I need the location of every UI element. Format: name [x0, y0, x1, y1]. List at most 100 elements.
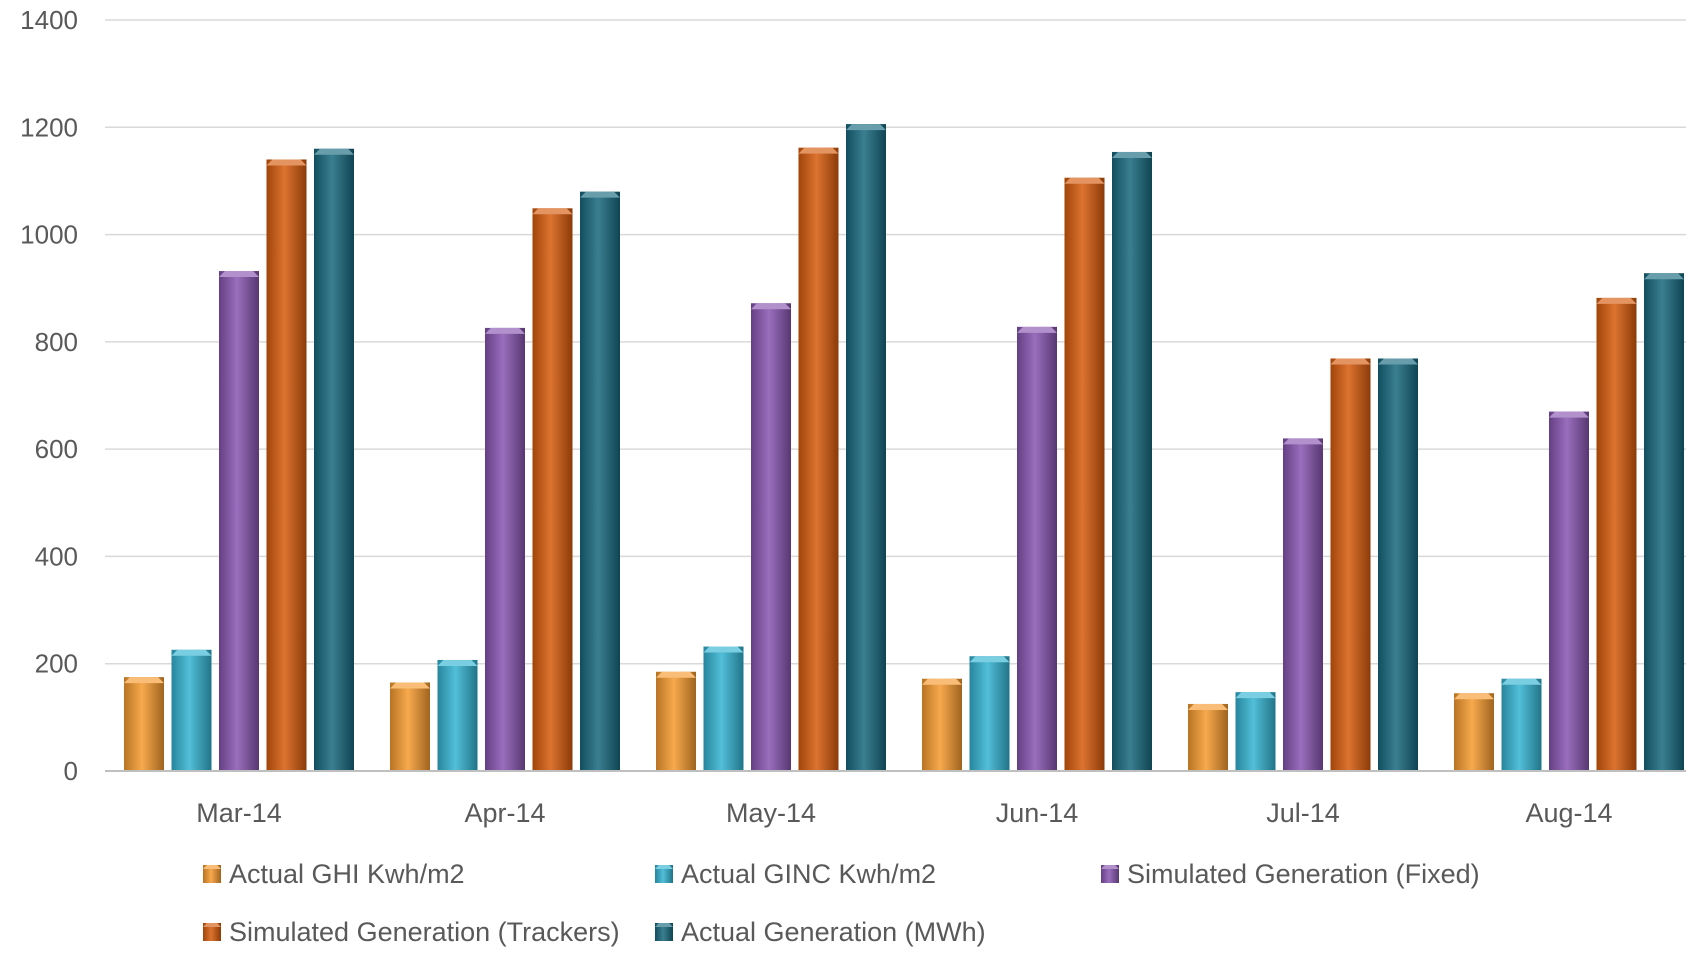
bar-cap: [1235, 692, 1276, 699]
legend-swatch-cap: [655, 923, 673, 927]
bar-body: [124, 677, 164, 771]
bar-cap: [1644, 273, 1684, 280]
bar: [1644, 273, 1684, 771]
legend-label: Actual GHI Kwh/m2: [229, 859, 465, 889]
bar-cap: [171, 649, 212, 656]
legend-label: Actual GINC Kwh/m2: [681, 859, 936, 889]
x-tick-label: Apr-14: [464, 798, 545, 828]
y-tick-label: 1400: [20, 5, 78, 35]
bar: [1112, 151, 1152, 771]
bar-body: [1501, 678, 1542, 771]
bar-body: [437, 659, 478, 771]
bar: [969, 656, 1010, 771]
y-tick-label: 800: [35, 327, 78, 357]
bar: [1549, 411, 1589, 771]
bar-body: [266, 159, 307, 771]
bar-body: [532, 208, 573, 771]
bar: [798, 147, 839, 772]
y-axis-tick-labels: 0 200 400 600 800 1000 1200 1400: [20, 5, 78, 786]
y-tick-label: 600: [35, 434, 78, 464]
bar-body: [314, 148, 354, 771]
bar-body: [1596, 297, 1637, 771]
bar-body: [1112, 151, 1152, 771]
legend-label: Simulated Generation (Trackers): [229, 917, 620, 947]
bar: [922, 678, 962, 771]
bar-cap: [751, 303, 791, 310]
legend-item: Simulated Generation (Trackers): [203, 917, 620, 947]
bar-cap: [1283, 438, 1323, 445]
bar: [1188, 703, 1228, 771]
bar: [1064, 177, 1105, 771]
bar-body: [1188, 703, 1228, 771]
bar: [314, 148, 354, 771]
bar-cap: [1188, 703, 1228, 710]
y-tick-label: 400: [35, 541, 78, 571]
bar-cap: [1330, 358, 1371, 365]
legend-item: Actual GINC Kwh/m2: [655, 859, 936, 889]
bar: [1501, 678, 1542, 771]
bar-cap: [1112, 151, 1152, 158]
bar: [1235, 692, 1276, 771]
y-tick-label: 200: [35, 649, 78, 679]
legend-swatch: [655, 923, 673, 941]
bar: [703, 646, 744, 771]
bar-body: [1283, 438, 1323, 771]
bar-cap: [437, 659, 478, 666]
bar-cap: [703, 646, 744, 653]
bar-body: [846, 124, 886, 772]
bar: [1454, 693, 1494, 771]
x-axis-category-labels: Mar-14 Apr-14 May-14 Jun-14 Jul-14 Aug-14: [196, 798, 1612, 828]
bar: [846, 124, 886, 772]
x-tick-label: Aug-14: [1525, 798, 1612, 828]
bar: [485, 327, 525, 771]
x-tick-label: Mar-14: [196, 798, 282, 828]
bar-cap: [969, 656, 1010, 663]
legend-item: Actual GHI Kwh/m2: [203, 859, 465, 889]
y-tick-label: 1000: [20, 220, 78, 250]
bar-cap: [1454, 693, 1494, 700]
bar-cap: [1378, 358, 1418, 365]
bar: [751, 303, 791, 771]
bar-cap: [219, 271, 259, 278]
bar-cap: [846, 124, 886, 131]
legend-swatch-cap: [1101, 865, 1119, 869]
bar: [580, 191, 620, 771]
bar: [437, 659, 478, 771]
bar-body: [580, 191, 620, 771]
legend-swatch: [1101, 865, 1119, 883]
x-tick-label: May-14: [726, 798, 816, 828]
bar-cap: [532, 208, 573, 215]
bar: [171, 649, 212, 771]
bar-cap: [580, 191, 620, 198]
bar-body: [751, 303, 791, 771]
legend-label: Actual Generation (MWh): [681, 917, 986, 947]
y-tick-label: 0: [64, 756, 78, 786]
legend-item: Actual Generation (MWh): [655, 917, 986, 947]
bar-body: [219, 271, 259, 771]
bar: [1330, 358, 1371, 771]
legend-swatch-cap: [203, 923, 221, 927]
bar-cap: [266, 159, 307, 166]
x-tick-label: Jul-14: [1266, 798, 1340, 828]
legend-swatch: [203, 923, 221, 941]
legend-swatch: [655, 865, 673, 883]
bar-body: [1549, 411, 1589, 771]
bar: [1017, 326, 1057, 771]
bar-body: [1064, 177, 1105, 771]
bar-cap: [314, 148, 354, 155]
bar-cap: [1501, 678, 1542, 685]
bar-cap: [922, 678, 962, 685]
bar-body: [485, 327, 525, 771]
bars: [124, 124, 1684, 772]
bar-cap: [656, 671, 696, 678]
legend-swatch-cap: [655, 865, 673, 869]
bar-body: [922, 678, 962, 771]
bar-body: [1235, 692, 1276, 771]
bar: [532, 208, 573, 771]
legend-label: Simulated Generation (Fixed): [1127, 859, 1480, 889]
bar-body: [1330, 358, 1371, 771]
legend-swatch: [203, 865, 221, 883]
bar-cap: [1596, 297, 1637, 304]
bar-body: [1017, 326, 1057, 771]
